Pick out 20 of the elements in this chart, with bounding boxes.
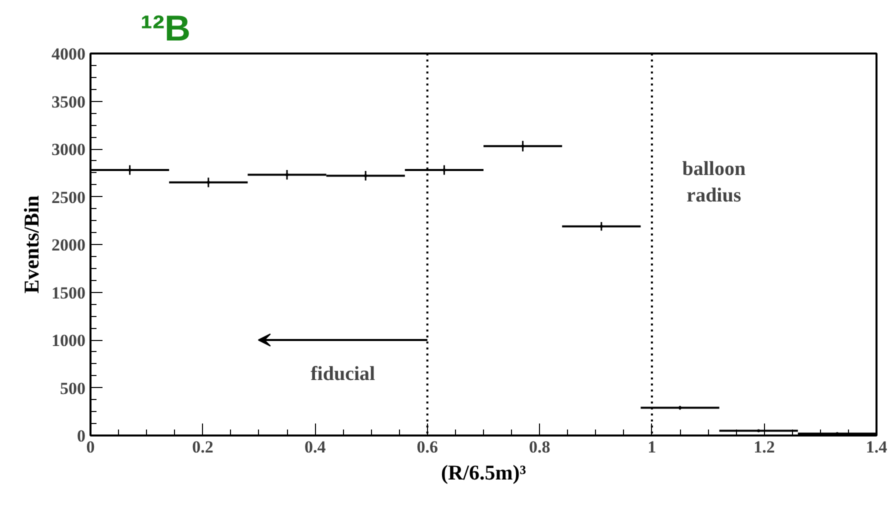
x-tick-label: 0.4 bbox=[304, 438, 326, 456]
y-tick-label: 4000 bbox=[52, 44, 86, 64]
x-tick-label: 0.6 bbox=[416, 438, 438, 456]
ref-line-label: balloon radius bbox=[682, 158, 746, 206]
y-tick-label: 2500 bbox=[52, 188, 86, 207]
y-tick-label: 3000 bbox=[52, 140, 86, 159]
x-tick-label: 0.2 bbox=[192, 438, 214, 456]
annotation: fiducial bbox=[310, 363, 376, 385]
chart-title: ¹²B bbox=[140, 8, 190, 48]
x-tick-label: 1.4 bbox=[866, 438, 888, 456]
y-tick-label: 2000 bbox=[52, 236, 86, 254]
x-tick-label: 1 bbox=[648, 438, 656, 456]
x-tick-label: 0.8 bbox=[529, 438, 550, 456]
y-tick-label: 1500 bbox=[52, 283, 86, 302]
x-axis-title: (R/6.5m)³ bbox=[440, 460, 526, 484]
x-tick-label: 1.2 bbox=[754, 438, 775, 456]
y-tick-label: 500 bbox=[60, 378, 86, 398]
y-axis-title: Events/Bin bbox=[20, 195, 44, 294]
y-tick-label: 1000 bbox=[52, 331, 86, 350]
y-tick-label: 3500 bbox=[52, 92, 86, 112]
